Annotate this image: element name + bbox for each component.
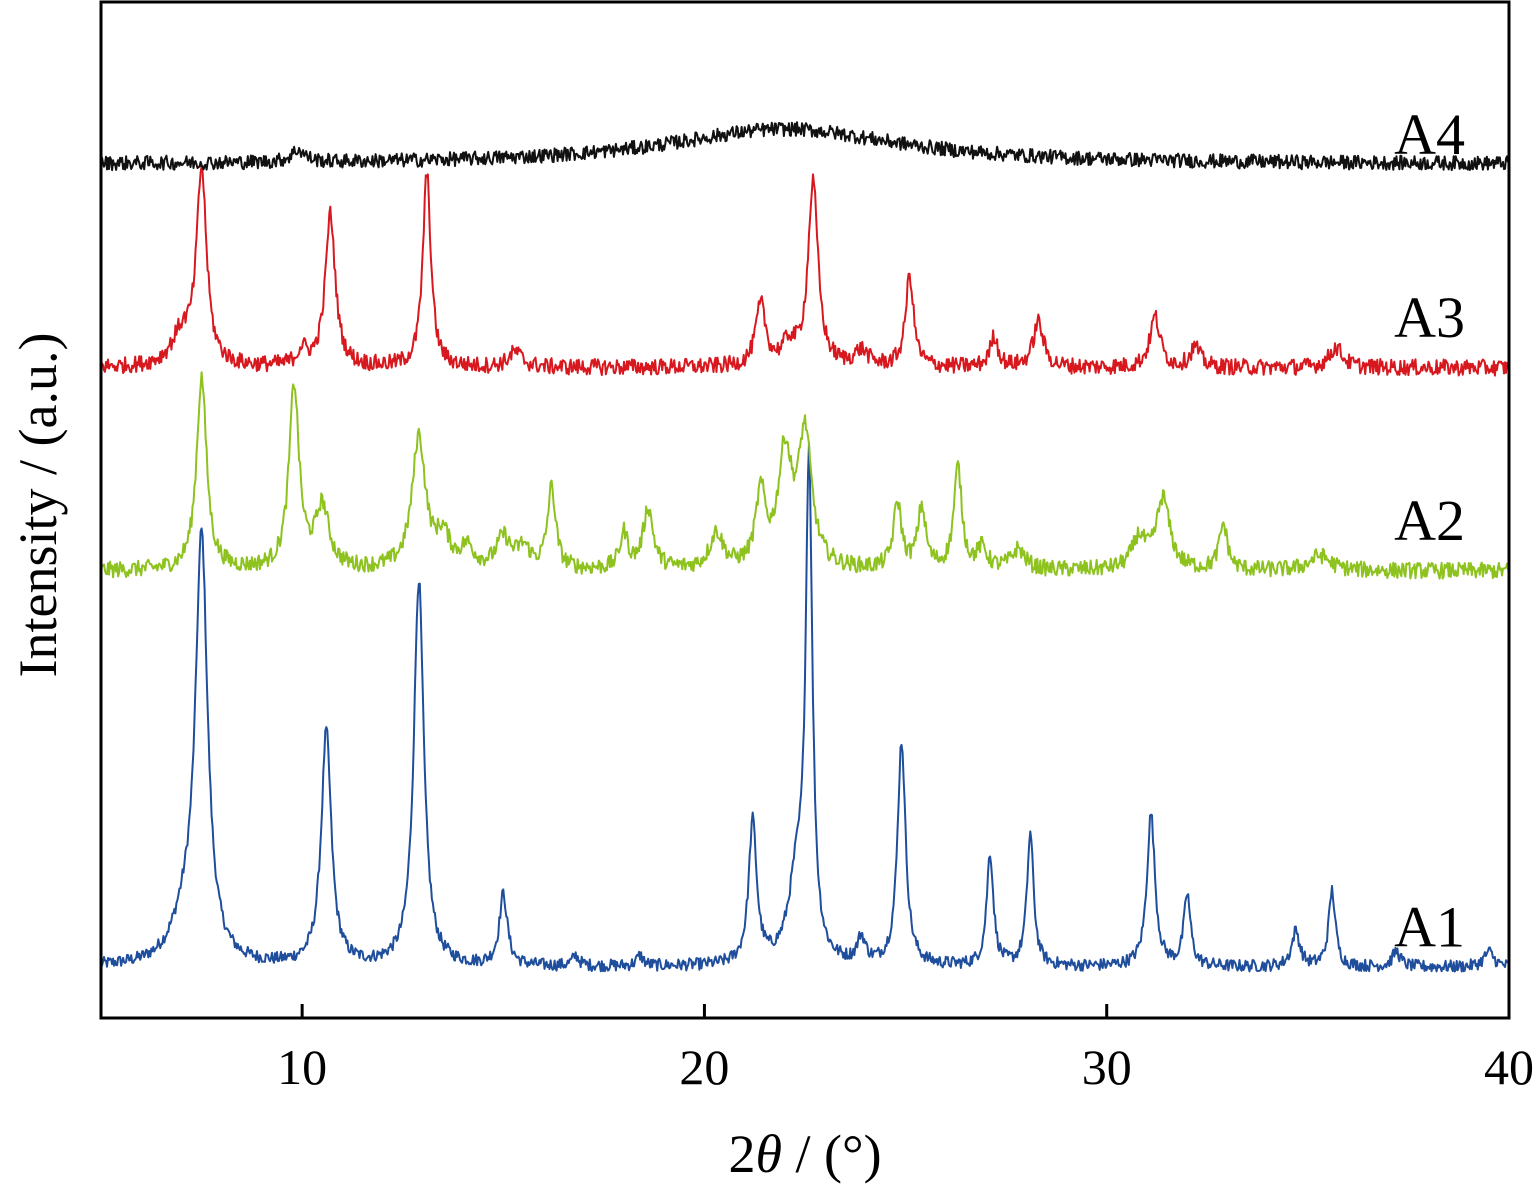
series-line-a2: [100, 371, 1510, 580]
x-tick-label-30: 30: [1082, 1039, 1132, 1095]
series-label-a2: A2: [1394, 488, 1465, 553]
labels-layer: A1 A2 A3 A4: [1394, 102, 1465, 959]
x-axis-title: 2θ / (°): [728, 1124, 881, 1184]
x-tick-label-40: 40: [1484, 1039, 1534, 1095]
x-tick-label-20: 20: [679, 1039, 729, 1095]
series-line-a4: [100, 121, 1510, 172]
x-tick-label-10: 10: [277, 1039, 327, 1095]
series-label-a4: A4: [1394, 102, 1465, 167]
plot-frame: [99, 0, 1511, 1020]
y-axis-title: Intensity / (a.u.): [8, 333, 68, 678]
ticks-layer: 10 20 30 40: [277, 1004, 1534, 1095]
series-line-a3: [100, 165, 1510, 377]
series-label-a1: A1: [1394, 895, 1465, 960]
series-line-a1: [100, 442, 1509, 973]
series-label-a3: A3: [1394, 285, 1465, 350]
series-layer: [100, 121, 1510, 973]
